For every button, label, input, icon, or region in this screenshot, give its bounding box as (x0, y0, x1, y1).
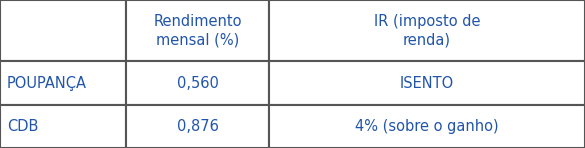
Bar (126, 105, 269, 148)
Text: IR (imposto de
renda): IR (imposto de renda) (374, 14, 480, 47)
Text: CDB: CDB (7, 119, 39, 134)
Bar (0, 61, 126, 105)
Bar (269, 61, 585, 105)
Bar (0, 105, 126, 148)
Bar (269, 0, 585, 61)
Text: Rendimento
mensal (%): Rendimento mensal (%) (153, 14, 242, 47)
Text: ISENTO: ISENTO (400, 76, 454, 91)
Bar (126, 0, 269, 61)
Text: 4% (sobre o ganho): 4% (sobre o ganho) (355, 119, 499, 134)
Bar (269, 105, 585, 148)
Bar (126, 61, 269, 105)
Text: 0,560: 0,560 (177, 76, 218, 91)
Text: POUPANÇA: POUPANÇA (7, 76, 87, 91)
Bar (0, 0, 126, 61)
Text: 0,876: 0,876 (177, 119, 218, 134)
